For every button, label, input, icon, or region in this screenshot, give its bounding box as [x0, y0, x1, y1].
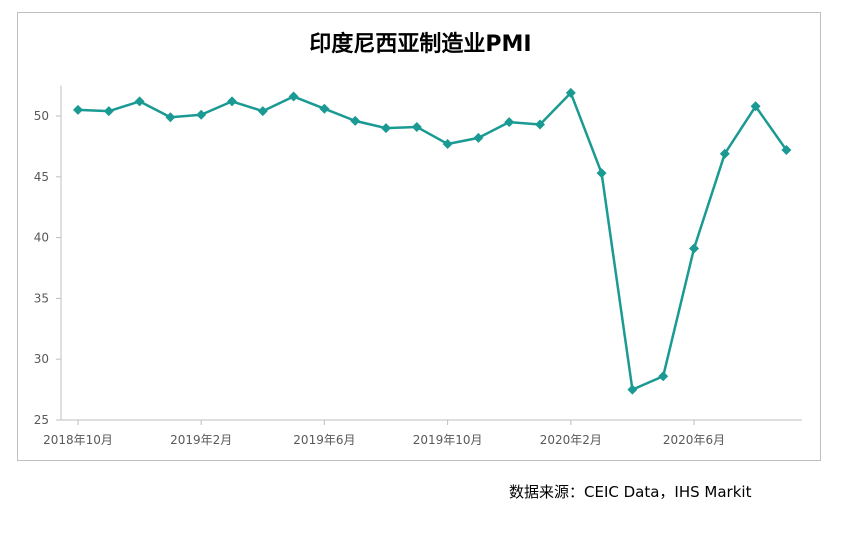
x-tick-label: 2020年2月 [540, 433, 602, 447]
data-point [596, 168, 607, 179]
x-tick-label: 2018年10月 [43, 433, 113, 447]
data-point [319, 103, 330, 114]
data-point [227, 96, 237, 107]
y-tick-label: 30 [34, 352, 49, 366]
y-tick-label: 35 [34, 291, 49, 305]
series-line [77, 91, 788, 391]
chart-title: 印度尼西亚制造业PMI [309, 32, 532, 57]
y-tick-label: 45 [34, 170, 49, 184]
y-tick-label: 50 [34, 109, 49, 123]
data-point [781, 145, 792, 156]
chart-frame [17, 12, 821, 461]
data-point [350, 115, 361, 126]
source-note: 数据来源：CEIC Data，IHS Markit [509, 483, 752, 501]
x-tick-label: 2019年10月 [413, 433, 483, 447]
data-point [288, 91, 299, 102]
data-point [689, 243, 699, 254]
data-point [750, 101, 761, 112]
data-point [73, 104, 83, 115]
data-point [196, 109, 207, 120]
data-point [442, 138, 453, 149]
data-point [411, 121, 422, 132]
data-point [504, 117, 515, 128]
data-point [473, 132, 484, 143]
x-tick-label: 2019年6月 [293, 433, 355, 447]
y-tick-label: 40 [34, 231, 49, 245]
data-point [103, 106, 114, 117]
data-point [381, 123, 391, 134]
data-point [719, 148, 730, 159]
x-tick-label: 2019年2月 [170, 433, 232, 447]
data-point [658, 371, 669, 382]
data-point [134, 96, 145, 107]
data-point [165, 112, 176, 123]
y-tick-label: 25 [34, 413, 49, 427]
data-point [627, 384, 638, 395]
x-tick-label: 2020年6月 [663, 433, 725, 447]
data-point [535, 119, 545, 130]
data-point [257, 106, 268, 117]
data-point [565, 87, 576, 98]
